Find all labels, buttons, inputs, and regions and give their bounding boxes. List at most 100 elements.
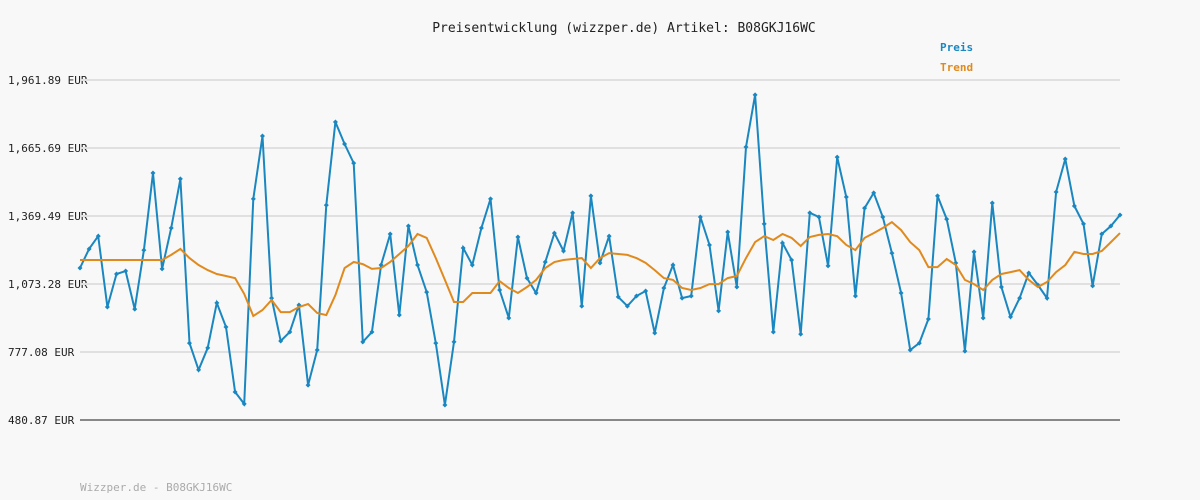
point-marker [980,315,986,321]
point-marker [168,225,174,231]
point-marker [433,340,439,346]
point-marker [442,402,448,408]
point-marker [405,223,411,229]
point-marker [205,345,211,351]
point-marker [807,210,813,216]
point-marker [989,200,995,206]
point-marker [159,266,165,272]
point-marker [825,263,831,269]
point-marker [670,262,676,268]
point-marker [871,190,877,196]
point-marker [460,245,466,251]
point-marker [150,170,156,176]
point-marker [944,216,950,222]
point-marker [551,230,557,236]
point-marker [579,303,585,309]
point-marker [688,293,694,299]
point-marker [770,329,776,335]
point-marker [852,293,858,299]
point-marker [643,288,649,294]
point-marker [77,265,83,271]
point-marker [186,340,192,346]
point-marker [1008,314,1014,320]
point-marker [1117,212,1123,218]
point-marker [278,338,284,344]
point-marker [232,389,238,395]
point-marker [451,339,457,345]
point-marker [1053,189,1059,195]
point-marker [497,287,503,293]
point-marker [752,92,758,98]
point-marker [132,306,138,312]
point-marker [734,284,740,290]
point-marker [561,248,567,254]
point-marker [478,225,484,231]
point-marker [196,367,202,373]
point-marker [606,233,612,239]
point-marker [387,231,393,237]
point-marker [533,290,539,296]
point-marker [661,285,667,291]
point-marker [597,260,603,266]
point-marker [1026,270,1032,276]
point-marker [898,290,904,296]
point-marker [488,196,494,202]
point-marker [798,331,804,337]
y-tick-label: 1,369.49 EUR [8,210,88,223]
point-marker [816,214,822,220]
y-tick-label: 777.08 EUR [8,346,75,359]
point-marker [1090,283,1096,289]
point-marker [706,242,712,248]
point-marker [1108,223,1114,229]
point-marker [570,210,576,216]
point-marker [113,271,119,277]
point-marker [323,202,329,208]
point-marker [889,250,895,256]
point-marker [971,249,977,255]
point-marker [351,160,357,166]
point-marker [789,257,795,263]
point-marker [679,295,685,301]
point-marker [624,303,630,309]
point-marker [123,268,129,274]
point-marker [396,312,402,318]
point-marker [415,262,421,268]
point-marker [725,229,731,235]
point-marker [880,214,886,220]
point-marker [843,194,849,200]
point-marker [862,205,868,211]
point-marker [424,289,430,295]
point-marker [935,193,941,199]
point-marker [259,133,265,139]
chart-title: Preisentwicklung (wizzper.de) Artikel: B… [432,21,816,36]
point-marker [633,293,639,299]
point-marker [314,347,320,353]
legend-label: Preis [940,41,973,54]
point-marker [515,234,521,240]
point-marker [241,401,247,407]
series-line [80,220,1121,318]
point-marker [104,304,110,310]
point-marker [141,247,147,253]
point-marker [615,294,621,300]
point-marker [1071,203,1077,209]
y-tick-label: 1,961.89 EUR [8,74,88,87]
point-marker [86,246,92,252]
point-marker [588,193,594,199]
point-marker [907,347,913,353]
point-marker [998,284,1004,290]
y-tick-label: 1,665.69 EUR [8,142,88,155]
y-tick-label: 480.87 EUR [8,414,75,427]
point-marker [1062,156,1068,162]
point-marker [1044,295,1050,301]
point-marker [925,316,931,322]
point-marker [506,315,512,321]
point-marker [1099,231,1105,237]
point-marker [779,240,785,246]
point-marker [369,329,375,335]
point-marker [469,262,475,268]
y-tick-label: 1,073.28 EUR [8,278,88,291]
point-marker [761,221,767,227]
